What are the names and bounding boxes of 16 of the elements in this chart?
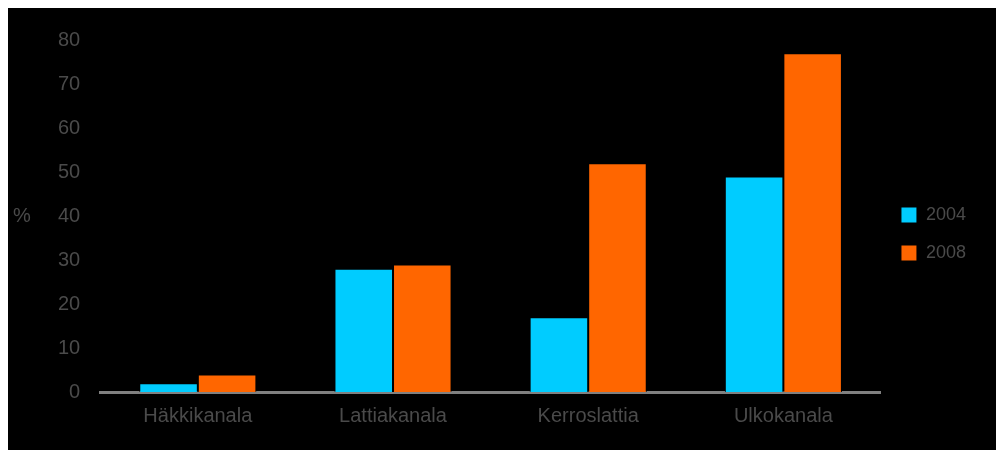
x-tick-label: Häkkikanala [143, 403, 254, 426]
y-tick-label: 20 [58, 291, 81, 314]
y-tick-label: 0 [69, 379, 81, 402]
y-tick-label: 80 [58, 27, 81, 50]
legend-label: 2008 [925, 241, 966, 262]
y-tick-label: 60 [58, 115, 81, 138]
y-tick-label: 40 [58, 203, 81, 226]
y-tick-label: 50 [58, 159, 81, 182]
x-tick-label: Lattiakanala [339, 403, 448, 426]
legend-label: 2004 [925, 203, 966, 224]
y-tick-label: 70 [58, 71, 81, 94]
x-tick-label: Kerroslattia [537, 403, 640, 426]
y-tick-label: 10 [58, 335, 81, 358]
y-tick-label: 30 [58, 247, 81, 270]
x-tick-label: Ulkokanala [733, 403, 834, 426]
y-axis-title: % [13, 203, 32, 226]
